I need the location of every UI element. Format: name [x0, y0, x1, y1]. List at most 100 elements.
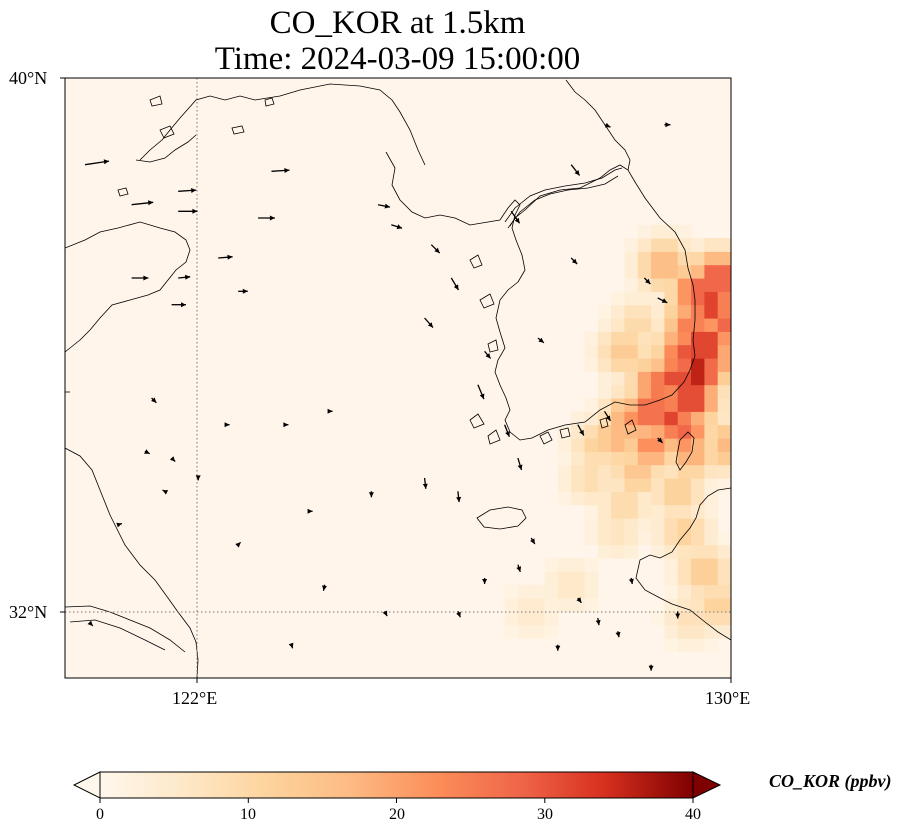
plume-cell	[664, 504, 679, 519]
plume-cell	[637, 358, 652, 372]
plume-cell	[611, 358, 625, 372]
plume-cell	[637, 344, 652, 359]
plume-cell	[584, 558, 599, 572]
plume-cell	[717, 291, 731, 306]
wind-arrow	[368, 491, 374, 498]
plume-cell	[677, 464, 692, 479]
wind-arrow	[178, 188, 197, 193]
plume-cell	[704, 251, 719, 266]
plume-cell	[664, 558, 679, 572]
plume-cell	[584, 344, 599, 359]
tsushima-island	[675, 431, 695, 471]
plume-cell	[597, 451, 612, 466]
wind-arrow	[595, 617, 601, 626]
plume-cell	[691, 531, 705, 546]
plume-cell	[571, 424, 586, 439]
plume-cell	[691, 398, 705, 412]
plume-cell	[637, 304, 652, 319]
liaodong-coast	[139, 83, 426, 166]
plume-cell	[611, 438, 625, 452]
korea-west-coast	[494, 164, 696, 441]
plume-cell	[611, 464, 625, 479]
plume-cell	[651, 398, 665, 412]
wind-arrow	[377, 203, 391, 209]
plume-cell	[624, 371, 639, 386]
plume-cell	[704, 411, 719, 426]
plume-cell	[704, 331, 719, 346]
plume-cell	[704, 558, 719, 572]
plume-cell	[704, 544, 719, 559]
plume-cell	[664, 264, 679, 279]
plume-cell	[504, 624, 519, 639]
plume-cell	[584, 331, 599, 346]
plume-cell	[677, 638, 692, 652]
plume-cell	[691, 424, 705, 439]
plume-cell	[677, 398, 692, 412]
plume-cell	[517, 624, 532, 639]
plume-cell	[637, 238, 652, 252]
plume-cell	[597, 371, 612, 386]
wind-arrow	[131, 200, 154, 206]
plume-cell	[717, 371, 731, 386]
colorbar-tick-label-30: 30	[537, 806, 553, 823]
plume-cell	[611, 371, 625, 386]
plume-cell	[557, 438, 572, 452]
plume-cell	[637, 518, 652, 532]
plume-cell	[717, 438, 731, 452]
liaodong-peninsula	[135, 134, 197, 163]
plume-cell	[584, 438, 599, 452]
plume-cell	[704, 358, 719, 372]
plume-cell	[691, 624, 705, 639]
plume-cell	[571, 464, 586, 479]
colorbar-min-extension	[72, 771, 101, 799]
plume-cell	[664, 478, 679, 492]
lon-label-130E: 130°E	[705, 688, 751, 708]
plume-cell	[624, 291, 639, 306]
plume-cell	[611, 398, 625, 412]
plume-cell	[637, 411, 652, 426]
plume-cell	[664, 411, 679, 426]
wind-arrow	[382, 610, 388, 617]
wind-arrow	[456, 611, 461, 618]
plume-cell	[677, 451, 692, 466]
plume-cell	[664, 384, 679, 399]
plume-cell	[677, 331, 692, 346]
plume-cell	[584, 411, 599, 426]
plume-cell	[651, 384, 665, 399]
wind-arrow	[576, 597, 582, 604]
plume-cell	[517, 598, 532, 612]
plume-cell	[717, 411, 731, 426]
plume-cell	[664, 491, 679, 506]
plume-cell	[557, 491, 572, 506]
plume-cell	[597, 504, 612, 519]
plume-cell	[691, 451, 705, 466]
plume-cell	[691, 518, 705, 532]
plume-cell	[624, 411, 639, 426]
plume-cell	[704, 518, 719, 532]
wind-arrow	[577, 424, 585, 436]
plume-cell	[704, 491, 719, 506]
plume-cell	[704, 531, 719, 546]
wind-arrow	[628, 577, 634, 585]
plume-cell	[717, 344, 731, 359]
plume-cell	[677, 424, 692, 439]
plume-cell	[717, 424, 731, 439]
plume-cell	[664, 544, 679, 559]
wind-arrow	[657, 297, 668, 304]
map-title-line-1: CO_KOR at 1.5km	[269, 5, 526, 41]
plume-cell	[664, 584, 679, 599]
colorbar-ticks	[99, 798, 694, 803]
plume-cell	[691, 491, 705, 506]
plume-cell	[704, 571, 719, 586]
plume-cell	[637, 464, 652, 479]
plume-cell	[704, 611, 719, 626]
plume-cell	[651, 504, 665, 519]
plume-cell	[664, 398, 679, 412]
plume-cell	[637, 224, 652, 239]
plume-cell	[637, 384, 652, 399]
plume-cell	[597, 344, 612, 359]
plume-cell	[584, 398, 599, 412]
plume-cell	[717, 544, 731, 559]
wind-arrow	[603, 410, 612, 422]
plume-cell	[677, 278, 692, 292]
